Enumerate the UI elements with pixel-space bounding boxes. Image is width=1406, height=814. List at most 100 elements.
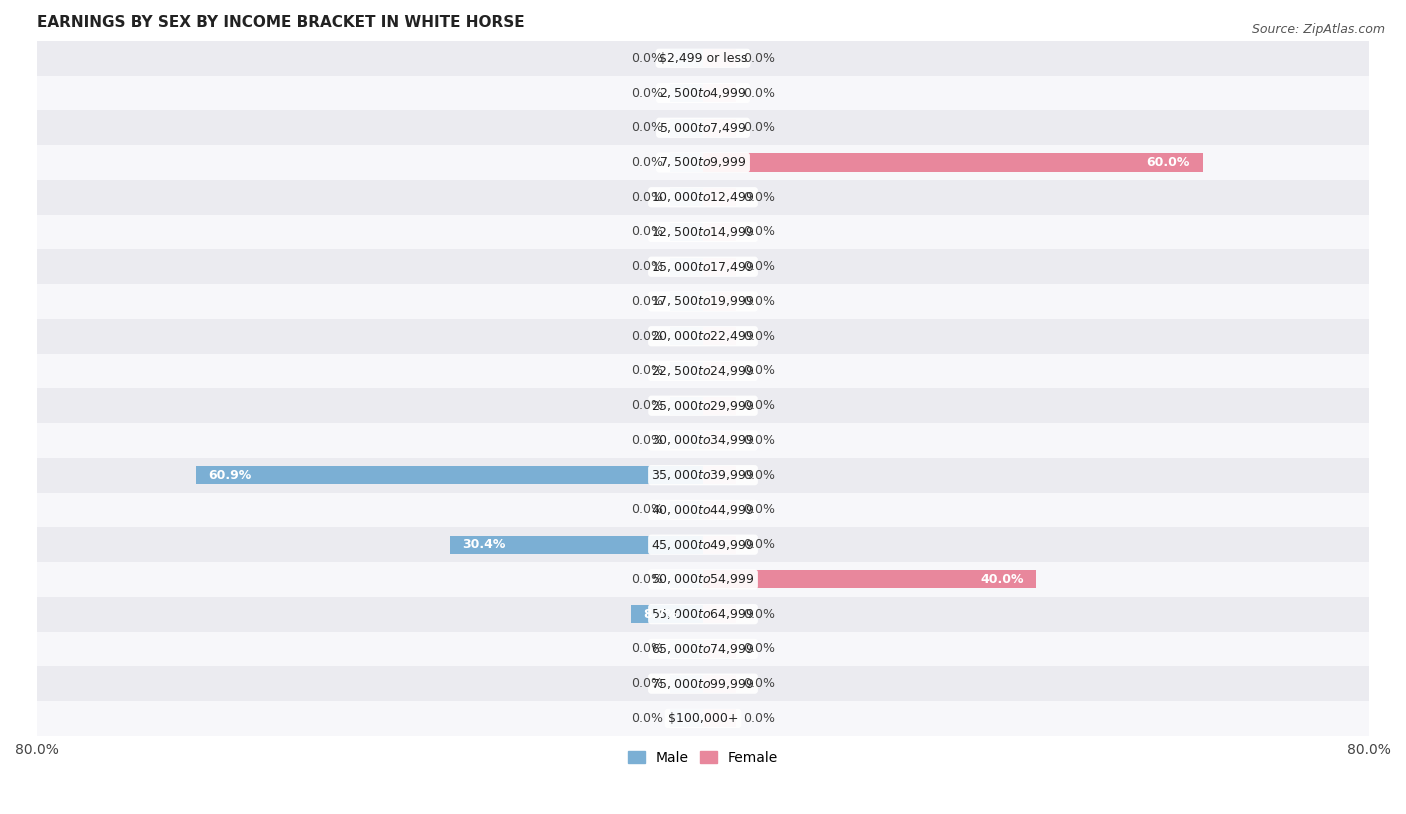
Text: 0.0%: 0.0% xyxy=(631,573,664,586)
Bar xyxy=(37,701,1369,736)
Bar xyxy=(703,84,737,102)
Bar xyxy=(37,284,1369,319)
Text: 0.0%: 0.0% xyxy=(631,121,664,134)
Bar xyxy=(703,431,737,449)
Bar xyxy=(703,362,737,380)
Text: 0.0%: 0.0% xyxy=(631,399,664,412)
Bar xyxy=(703,675,737,693)
Text: 0.0%: 0.0% xyxy=(631,503,664,516)
Text: 0.0%: 0.0% xyxy=(742,52,775,65)
Text: 0.0%: 0.0% xyxy=(631,86,664,99)
Text: 0.0%: 0.0% xyxy=(631,365,664,378)
Text: $12,500 to $14,999: $12,500 to $14,999 xyxy=(651,225,755,239)
Bar xyxy=(450,536,703,554)
Bar xyxy=(703,466,737,484)
Bar xyxy=(703,396,737,415)
Text: 0.0%: 0.0% xyxy=(631,52,664,65)
Bar xyxy=(37,562,1369,597)
Text: 0.0%: 0.0% xyxy=(631,434,664,447)
Bar xyxy=(669,501,703,519)
Text: 0.0%: 0.0% xyxy=(631,190,664,204)
Text: 0.0%: 0.0% xyxy=(631,156,664,169)
Text: $55,000 to $64,999: $55,000 to $64,999 xyxy=(651,607,755,621)
Bar xyxy=(37,76,1369,111)
Bar xyxy=(703,327,737,345)
Text: 0.0%: 0.0% xyxy=(742,677,775,690)
Text: $10,000 to $12,499: $10,000 to $12,499 xyxy=(651,190,755,204)
Text: 0.0%: 0.0% xyxy=(742,608,775,620)
Bar xyxy=(669,675,703,693)
Text: $50,000 to $54,999: $50,000 to $54,999 xyxy=(651,572,755,586)
Text: $17,500 to $19,999: $17,500 to $19,999 xyxy=(651,295,755,309)
Text: 0.0%: 0.0% xyxy=(742,642,775,655)
Bar xyxy=(669,640,703,658)
Bar xyxy=(703,536,737,554)
Text: $25,000 to $29,999: $25,000 to $29,999 xyxy=(651,399,755,413)
Bar xyxy=(669,362,703,380)
Text: 60.0%: 60.0% xyxy=(1147,156,1189,169)
Bar xyxy=(37,667,1369,701)
Bar xyxy=(37,41,1369,76)
Text: 0.0%: 0.0% xyxy=(742,538,775,551)
Text: $15,000 to $17,499: $15,000 to $17,499 xyxy=(651,260,755,274)
Bar xyxy=(37,145,1369,180)
Text: 30.4%: 30.4% xyxy=(463,538,506,551)
Text: 0.0%: 0.0% xyxy=(742,365,775,378)
Text: $30,000 to $34,999: $30,000 to $34,999 xyxy=(651,433,755,448)
Bar xyxy=(703,258,737,276)
Bar xyxy=(669,258,703,276)
Bar xyxy=(703,223,737,241)
Bar xyxy=(669,49,703,68)
Text: 0.0%: 0.0% xyxy=(742,190,775,204)
Text: 0.0%: 0.0% xyxy=(742,469,775,482)
Bar xyxy=(37,388,1369,423)
Bar xyxy=(37,215,1369,249)
Text: $7,500 to $9,999: $7,500 to $9,999 xyxy=(659,155,747,169)
Bar xyxy=(37,319,1369,353)
Bar xyxy=(703,119,737,137)
Text: 0.0%: 0.0% xyxy=(742,295,775,308)
Text: 8.7%: 8.7% xyxy=(643,608,678,620)
Text: 0.0%: 0.0% xyxy=(742,503,775,516)
Bar xyxy=(37,353,1369,388)
Bar xyxy=(37,632,1369,667)
Bar xyxy=(703,188,737,206)
Text: $20,000 to $22,499: $20,000 to $22,499 xyxy=(651,329,755,344)
Bar xyxy=(195,466,703,484)
Text: 0.0%: 0.0% xyxy=(742,121,775,134)
Text: $2,499 or less: $2,499 or less xyxy=(659,52,747,65)
Text: $40,000 to $44,999: $40,000 to $44,999 xyxy=(651,503,755,517)
Bar xyxy=(703,292,737,310)
Text: 0.0%: 0.0% xyxy=(742,712,775,725)
Text: 0.0%: 0.0% xyxy=(631,642,664,655)
Bar xyxy=(669,396,703,415)
Bar xyxy=(703,640,737,658)
Bar xyxy=(37,527,1369,562)
Text: $35,000 to $39,999: $35,000 to $39,999 xyxy=(651,468,755,482)
Text: $22,500 to $24,999: $22,500 to $24,999 xyxy=(651,364,755,378)
Text: Source: ZipAtlas.com: Source: ZipAtlas.com xyxy=(1251,23,1385,36)
Text: 0.0%: 0.0% xyxy=(631,330,664,343)
Text: 0.0%: 0.0% xyxy=(631,225,664,239)
Text: 0.0%: 0.0% xyxy=(742,330,775,343)
Text: 0.0%: 0.0% xyxy=(631,260,664,274)
Text: 0.0%: 0.0% xyxy=(742,86,775,99)
Text: EARNINGS BY SEX BY INCOME BRACKET IN WHITE HORSE: EARNINGS BY SEX BY INCOME BRACKET IN WHI… xyxy=(37,15,524,30)
Text: $45,000 to $49,999: $45,000 to $49,999 xyxy=(651,538,755,552)
Bar xyxy=(37,180,1369,215)
Bar xyxy=(703,605,737,624)
Text: $5,000 to $7,499: $5,000 to $7,499 xyxy=(659,120,747,135)
Bar xyxy=(703,154,1202,172)
Text: $100,000+: $100,000+ xyxy=(668,712,738,725)
Text: 0.0%: 0.0% xyxy=(742,260,775,274)
Bar xyxy=(669,154,703,172)
Text: 0.0%: 0.0% xyxy=(742,434,775,447)
Text: 0.0%: 0.0% xyxy=(631,295,664,308)
Bar xyxy=(669,188,703,206)
Bar xyxy=(669,292,703,310)
Bar xyxy=(669,571,703,589)
Legend: Male, Female: Male, Female xyxy=(623,746,783,771)
Text: 0.0%: 0.0% xyxy=(742,225,775,239)
Bar xyxy=(669,327,703,345)
Text: 0.0%: 0.0% xyxy=(631,712,664,725)
